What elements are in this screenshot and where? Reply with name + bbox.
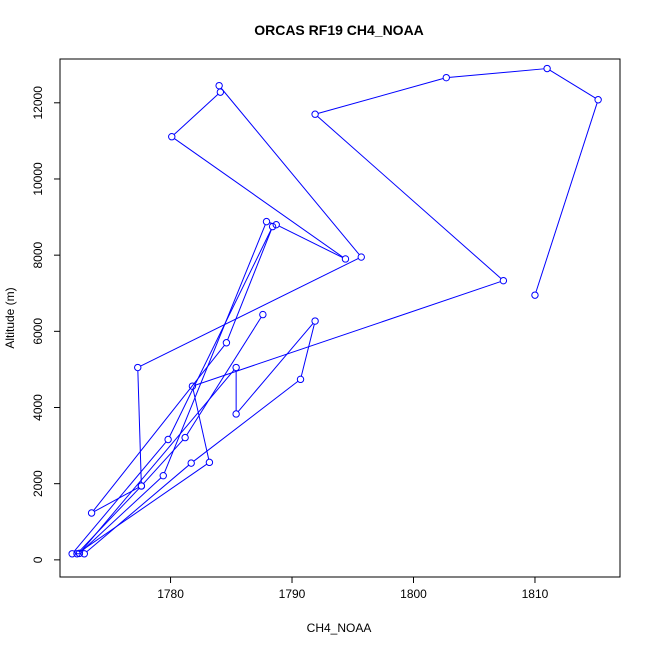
data-point	[232, 410, 240, 418]
series-segment	[535, 102, 598, 293]
data-point	[543, 64, 551, 73]
plot-frame	[59, 58, 621, 578]
data-point	[262, 217, 271, 226]
x-axis: 1780 1790 1800 1810	[157, 577, 549, 601]
series-segment	[318, 78, 444, 114]
series-segment	[186, 317, 262, 436]
data-point	[215, 81, 223, 90]
data-point	[68, 550, 76, 558]
data-point	[137, 482, 146, 490]
series-line	[73, 68, 598, 555]
series-segment	[220, 87, 360, 255]
data-point	[181, 433, 189, 442]
series-segment	[86, 464, 190, 553]
x-tick-label: 1780	[157, 587, 184, 601]
series-segment	[192, 389, 210, 460]
y-tick-label: 4000	[31, 394, 45, 421]
series-segment	[300, 324, 315, 377]
chart-title: ORCAS RF19 CH4_NOAA	[254, 22, 424, 38]
series-segment	[94, 487, 139, 512]
series-segment	[78, 487, 140, 552]
data-point	[205, 458, 214, 467]
y-tick-label: 0	[31, 556, 45, 563]
series-segment	[195, 281, 501, 386]
data-point	[222, 339, 231, 347]
data-point	[188, 382, 197, 390]
series-segment	[79, 463, 208, 553]
data-point	[311, 110, 319, 118]
x-tick-label: 1800	[400, 587, 427, 601]
data-point	[216, 88, 225, 96]
data-point	[341, 255, 350, 263]
series-segment	[549, 69, 596, 99]
data-point	[168, 133, 176, 141]
data-point	[159, 471, 167, 480]
data-point	[134, 363, 142, 372]
series-segment	[193, 380, 299, 462]
series-segment	[317, 115, 502, 279]
data-point	[87, 509, 96, 517]
series-segment	[237, 323, 314, 412]
x-tick-label: 1790	[279, 587, 306, 601]
data-point	[164, 435, 172, 444]
data-point	[259, 310, 267, 319]
series-segment	[137, 370, 142, 483]
data-point	[73, 550, 81, 558]
data-point	[357, 253, 365, 261]
series-segment	[449, 68, 544, 78]
data-point	[75, 549, 84, 558]
data-point	[311, 317, 319, 325]
data-point	[80, 550, 88, 558]
series-segment	[73, 441, 167, 552]
series-segment	[143, 439, 184, 484]
y-tick-label: 12000	[31, 86, 45, 120]
data-point	[594, 96, 602, 104]
data-point	[232, 363, 240, 372]
data-point	[296, 375, 305, 384]
series-segment	[140, 258, 359, 367]
series-segment	[174, 138, 344, 258]
series-segment	[81, 477, 162, 552]
series-segment	[173, 93, 219, 135]
series-segment	[227, 229, 272, 340]
data-point	[272, 220, 280, 229]
data-point	[442, 73, 450, 82]
y-tick-label: 8000	[31, 241, 45, 268]
series-segment	[93, 344, 225, 511]
y-tick-label: 6000	[31, 318, 45, 345]
y-tick-label: 10000	[31, 162, 45, 196]
data-point	[268, 222, 277, 231]
y-axis-label: Altitude (m)	[3, 287, 17, 348]
series-segment	[278, 225, 343, 258]
series-points	[68, 64, 602, 558]
data-point	[499, 276, 508, 285]
x-axis-label: CH4_NOAA	[307, 621, 372, 635]
data-point	[187, 459, 195, 467]
data-point	[531, 291, 539, 299]
y-tick-label: 2000	[31, 470, 45, 497]
series-segment	[169, 229, 272, 437]
y-axis: 0 2000 4000 6000 8000 10000 12000	[31, 86, 60, 563]
x-tick-label: 1810	[522, 587, 549, 601]
series-segment	[163, 224, 266, 473]
